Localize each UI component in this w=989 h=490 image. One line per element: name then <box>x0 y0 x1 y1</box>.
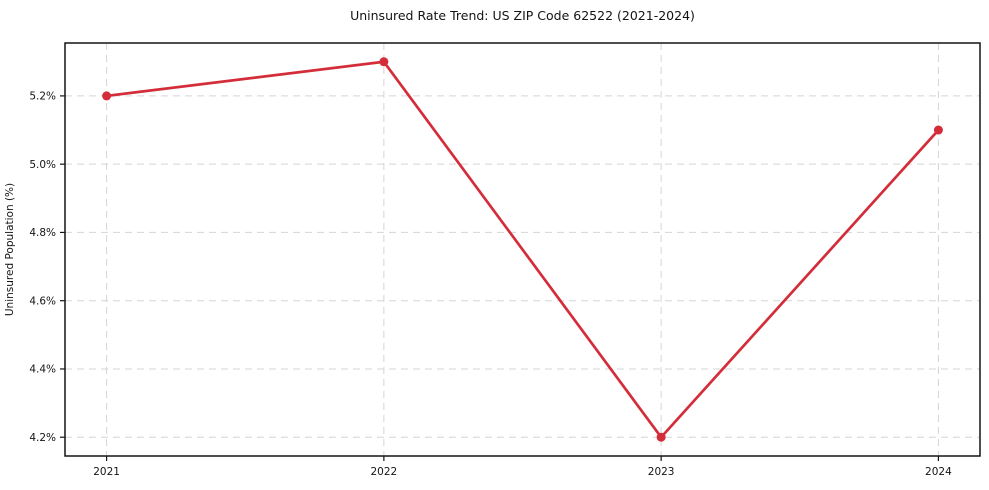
y-tick-label: 4.6% <box>29 295 56 307</box>
y-tick-label: 4.4% <box>29 364 56 376</box>
y-tick-label: 4.2% <box>29 432 56 444</box>
data-point <box>102 91 112 101</box>
data-point <box>933 125 943 135</box>
chart-title: Uninsured Rate Trend: US ZIP Code 62522 … <box>350 8 695 23</box>
data-point <box>656 432 666 442</box>
y-tick-label: 5.2% <box>29 91 56 103</box>
x-tick-label: 2021 <box>93 466 120 478</box>
y-tick-label: 5.0% <box>29 159 56 171</box>
trend-line <box>105 60 940 439</box>
data-point <box>379 57 389 67</box>
x-tick-label: 2024 <box>925 466 952 478</box>
x-tick-label: 2023 <box>648 466 675 478</box>
y-tick-label: 4.8% <box>29 227 56 239</box>
plot-border <box>64 42 981 457</box>
x-tick-label: 2022 <box>370 466 397 478</box>
y-axis-label: Uninsured Population (%) <box>4 183 16 316</box>
